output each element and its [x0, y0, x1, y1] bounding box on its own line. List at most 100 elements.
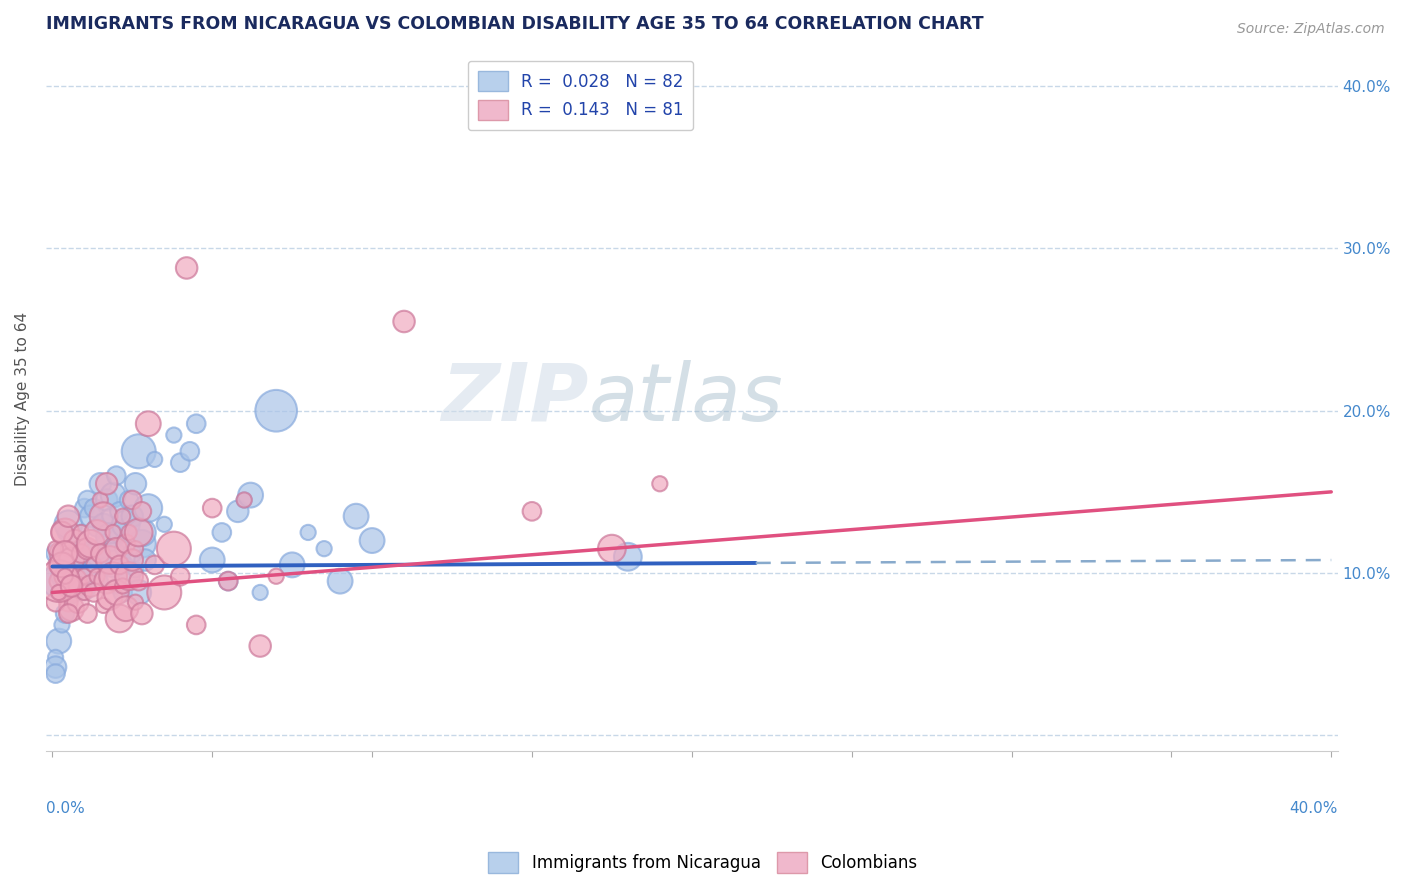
- Point: [163, 541, 186, 556]
- Point: [105, 468, 128, 483]
- Point: [121, 493, 143, 508]
- Point: [45, 541, 67, 556]
- Point: [111, 585, 134, 599]
- Point: [101, 525, 124, 540]
- Point: [53, 525, 76, 540]
- Point: [600, 541, 623, 556]
- Point: [89, 574, 111, 588]
- Point: [51, 547, 73, 561]
- Point: [58, 607, 80, 621]
- Point: [89, 476, 111, 491]
- Point: [169, 569, 191, 583]
- Point: [60, 553, 83, 567]
- Point: [70, 525, 93, 540]
- Point: [617, 549, 640, 564]
- Point: [186, 417, 208, 431]
- Point: [201, 501, 224, 516]
- Point: [115, 558, 138, 572]
- Point: [169, 456, 191, 470]
- Text: IMMIGRANTS FROM NICARAGUA VS COLOMBIAN DISABILITY AGE 35 TO 64 CORRELATION CHART: IMMIGRANTS FROM NICARAGUA VS COLOMBIAN D…: [46, 15, 984, 33]
- Point: [70, 547, 93, 561]
- Point: [53, 569, 76, 583]
- Point: [96, 574, 118, 588]
- Point: [108, 525, 131, 540]
- Point: [51, 558, 73, 572]
- Point: [98, 591, 121, 605]
- Point: [118, 569, 141, 583]
- Point: [66, 579, 89, 593]
- Point: [143, 558, 166, 572]
- Point: [45, 650, 67, 665]
- Text: Source: ZipAtlas.com: Source: ZipAtlas.com: [1237, 22, 1385, 37]
- Text: atlas: atlas: [589, 359, 783, 438]
- Point: [131, 607, 153, 621]
- Point: [63, 574, 86, 588]
- Point: [48, 574, 70, 588]
- Point: [98, 553, 121, 567]
- Point: [101, 488, 124, 502]
- Point: [60, 601, 83, 615]
- Point: [86, 569, 108, 583]
- Point: [136, 417, 159, 431]
- Point: [66, 595, 89, 609]
- Point: [143, 452, 166, 467]
- Point: [128, 574, 150, 588]
- Point: [48, 634, 70, 648]
- Point: [51, 525, 73, 540]
- Point: [93, 599, 115, 613]
- Point: [297, 525, 319, 540]
- Point: [45, 558, 67, 572]
- Point: [176, 260, 198, 275]
- Point: [83, 501, 105, 516]
- Point: [108, 558, 131, 572]
- Point: [121, 547, 143, 561]
- Point: [124, 595, 146, 609]
- Point: [53, 547, 76, 561]
- Point: [86, 547, 108, 561]
- Point: [201, 553, 224, 567]
- Legend: Immigrants from Nicaragua, Colombians: Immigrants from Nicaragua, Colombians: [482, 846, 924, 880]
- Point: [281, 558, 304, 572]
- Point: [83, 585, 105, 599]
- Point: [217, 574, 239, 588]
- Point: [128, 585, 150, 599]
- Point: [264, 569, 287, 583]
- Point: [58, 517, 80, 532]
- Point: [124, 541, 146, 556]
- Point: [93, 537, 115, 551]
- Point: [121, 509, 143, 524]
- Point: [96, 558, 118, 572]
- Point: [108, 504, 131, 518]
- Point: [329, 574, 352, 588]
- Point: [73, 569, 96, 583]
- Point: [134, 553, 156, 567]
- Point: [76, 541, 98, 556]
- Point: [45, 595, 67, 609]
- Point: [73, 585, 96, 599]
- Point: [233, 493, 256, 508]
- Point: [249, 585, 271, 599]
- Point: [80, 579, 103, 593]
- Point: [520, 504, 543, 518]
- Point: [108, 611, 131, 625]
- Point: [314, 541, 336, 556]
- Point: [115, 537, 138, 551]
- Point: [118, 493, 141, 508]
- Point: [73, 501, 96, 516]
- Point: [51, 618, 73, 632]
- Point: [89, 547, 111, 561]
- Point: [53, 549, 76, 564]
- Point: [179, 444, 201, 458]
- Point: [111, 541, 134, 556]
- Point: [93, 509, 115, 524]
- Point: [60, 585, 83, 599]
- Text: 0.0%: 0.0%: [46, 801, 84, 816]
- Point: [115, 601, 138, 615]
- Point: [51, 558, 73, 572]
- Point: [128, 444, 150, 458]
- Point: [80, 537, 103, 551]
- Point: [153, 585, 176, 599]
- Point: [96, 493, 118, 508]
- Point: [648, 476, 671, 491]
- Point: [93, 517, 115, 532]
